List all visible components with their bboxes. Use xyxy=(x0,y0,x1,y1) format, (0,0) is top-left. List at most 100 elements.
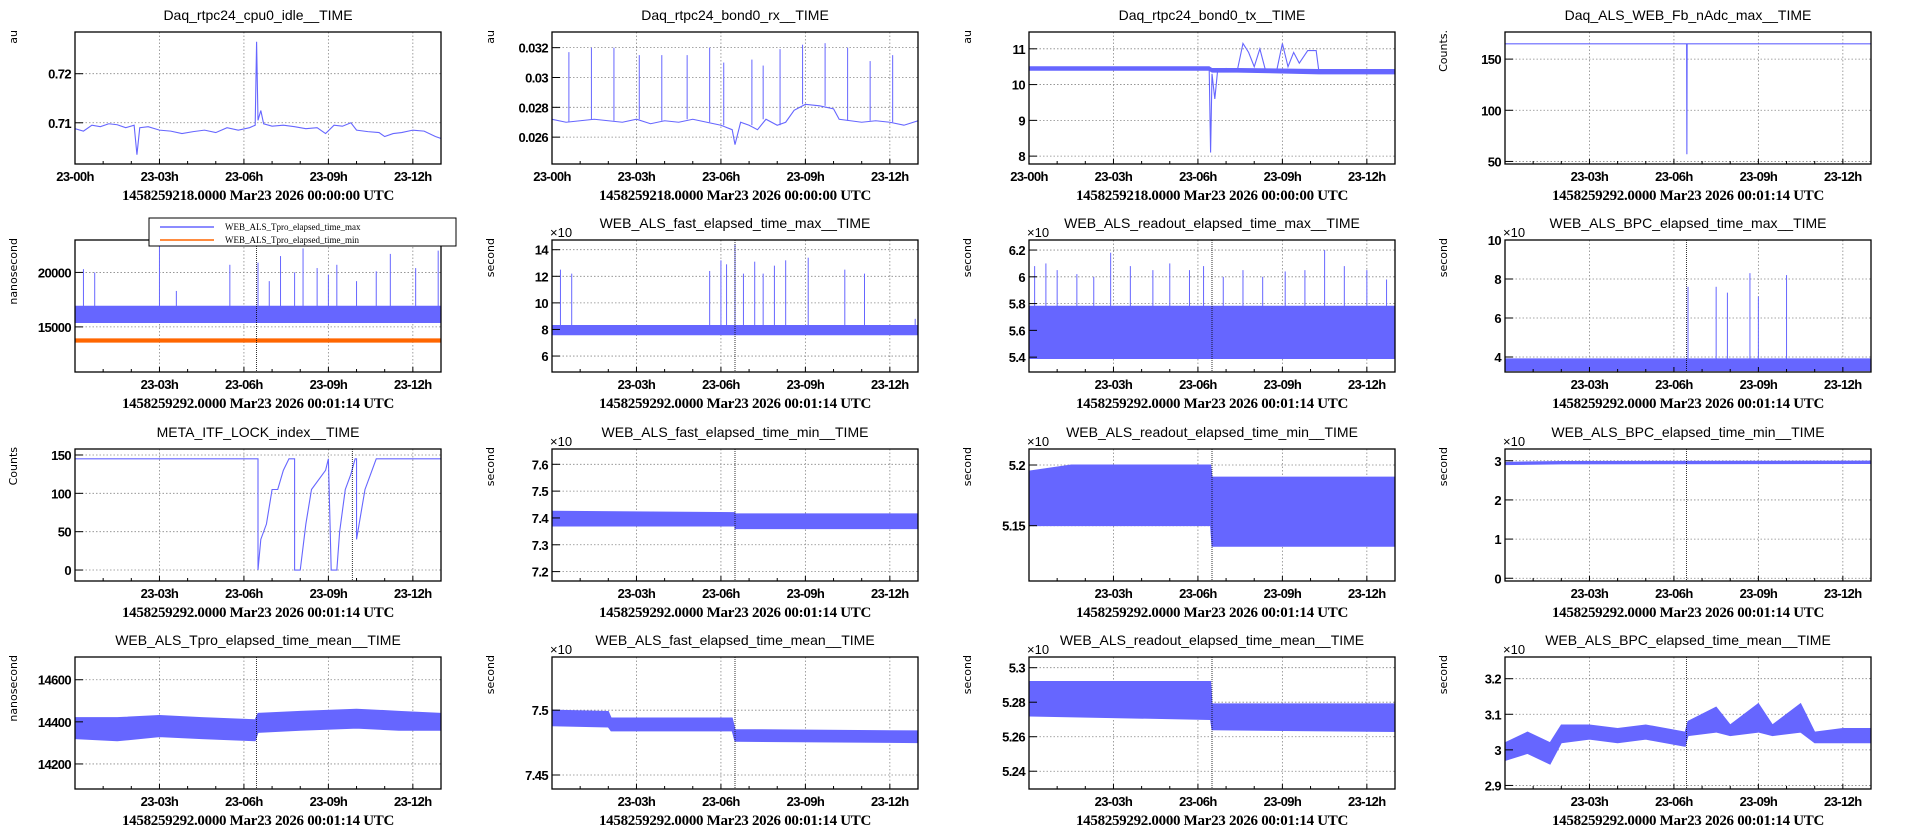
x-tick-label: 23-09h xyxy=(1263,794,1301,809)
chart-svg: 23-03h 23-06h 23-09h 23-12h 2.9 3 3.1 3.2 WEB_AL… xyxy=(1437,632,1872,829)
plot-area xyxy=(1028,42,1395,153)
time-offset-label: 1458259292.0000 Mar23 2026 00:01:14 UTC xyxy=(1075,396,1347,412)
x-tick-label: 23-03h xyxy=(617,794,655,809)
y-axis-label: au xyxy=(484,30,497,44)
y-tick-label: 150 xyxy=(51,447,71,462)
series-band xyxy=(1505,702,1872,765)
plot-area xyxy=(75,457,441,571)
y-tick-label: 50 xyxy=(58,524,72,539)
y-axis-label: au xyxy=(7,30,20,44)
x-tick-label: 23-12h xyxy=(1824,586,1862,601)
chart-svg: 23-03h 23-06h 23-09h 23-12h 0 50 100 150 META_IT… xyxy=(7,424,442,621)
x-tick-label: 23-03h xyxy=(1094,377,1132,392)
time-offset-label: 1458259292.0000 Mar23 2026 00:01:14 UTC xyxy=(599,605,871,621)
y-tick-label: 0.032 xyxy=(518,41,548,56)
plot-area xyxy=(1505,702,1872,765)
y-axis-label: second xyxy=(1437,447,1450,486)
x-tick-label: 23-03h xyxy=(141,586,179,601)
plot-panel: 23-00h 23-03h 23-06h 23-09h 23-12h 8 9 10 11 Daq_… xyxy=(954,0,1431,208)
chart-title: Daq_ALS_WEB_Fb_nAdc_max__TIME xyxy=(1565,7,1812,23)
x-tick-label: 23-09h xyxy=(786,794,824,809)
x-tick-label: 23-03h xyxy=(1571,794,1609,809)
y-tick-label: 7.45 xyxy=(525,768,548,783)
plot-frame xyxy=(74,447,442,582)
x-tick-label: 23-03h xyxy=(1094,794,1132,809)
y-tick-label: 5.2 xyxy=(1008,458,1025,473)
x-tick-label: 23-00h xyxy=(56,169,94,184)
x-tick-label: 23-06h xyxy=(225,586,263,601)
x-tick-label: 23-06h xyxy=(1179,586,1217,601)
plot-frame xyxy=(1027,31,1396,165)
time-offset-label: 1458259292.0000 Mar23 2026 00:01:14 UTC xyxy=(1552,188,1824,204)
x-tick-label: 23-12h xyxy=(871,169,909,184)
time-offset-label: 1458259292.0000 Mar23 2026 00:01:14 UTC xyxy=(599,813,871,829)
y-tick-label: 8 xyxy=(1495,272,1502,287)
plot-panel: 23-03h 23-06h 23-09h 23-12h 2.9 3 3.1 3.2 WEB_AL… xyxy=(1430,625,1907,833)
y-axis-label: second xyxy=(961,655,974,694)
plot-panel: 23-03h 23-06h 23-09h 23-12h 50 100 150 Daq_ALS_… xyxy=(1430,0,1907,208)
plot-panel: 23-03h 23-06h 23-09h 23-12h 5.15 5.2 WEB_ALS_r… xyxy=(954,417,1431,625)
x-tick-label: 23-12h xyxy=(1348,377,1386,392)
x-tick-label: 23-03h xyxy=(1571,169,1609,184)
axis-exponent: ×10 xyxy=(1503,225,1525,240)
x-tick-label: 23-09h xyxy=(786,377,824,392)
series-line xyxy=(551,103,918,145)
x-tick-label: 23-06h xyxy=(1655,377,1693,392)
y-axis-label: second xyxy=(484,655,497,694)
x-tick-label: 23-09h xyxy=(1740,169,1778,184)
chart-svg: 23-00h 23-03h 23-06h 23-09h 23-12h 0.026 0.028… xyxy=(484,7,919,204)
y-tick-label: 7.5 xyxy=(531,484,548,499)
x-tick-label: 23-03h xyxy=(141,794,179,809)
plot-area xyxy=(551,43,918,145)
plot-frame xyxy=(1504,447,1872,582)
y-tick-label: 7.6 xyxy=(531,457,548,472)
y-axis-label: au xyxy=(961,30,974,44)
y-tick-label: 3 xyxy=(1495,743,1502,758)
x-tick-label: 23-03h xyxy=(617,377,655,392)
y-tick-label: 4 xyxy=(1495,350,1503,365)
time-offset-label: 1458259218.0000 Mar23 2026 00:00:00 UTC xyxy=(1075,188,1347,204)
plot-frame xyxy=(551,31,919,165)
chart-svg: 23-03h 23-06h 23-09h 23-12h 14200 14400 14600 W… xyxy=(7,632,442,829)
x-tick-label: 23-06h xyxy=(1179,794,1217,809)
y-tick-label: 10 xyxy=(534,296,548,311)
y-tick-label: 3 xyxy=(1495,453,1502,468)
y-tick-label: 12 xyxy=(534,270,548,285)
x-tick-label: 23-03h xyxy=(617,586,655,601)
plot-area xyxy=(75,41,441,155)
x-tick-label: 23-06h xyxy=(702,377,740,392)
x-tick-label: 23-03h xyxy=(617,169,655,184)
series-line xyxy=(75,41,441,155)
y-tick-label: 7.5 xyxy=(531,703,548,718)
time-offset-label: 1458259292.0000 Mar23 2026 00:01:14 UTC xyxy=(1552,813,1824,829)
chart-svg: 23-00h 23-03h 23-06h 23-09h 23-12h 8 9 10 11 Daq_… xyxy=(961,7,1396,204)
axis-exponent: ×10 xyxy=(1027,434,1049,449)
series-band xyxy=(1028,66,1395,75)
plot-panel: 23-00h 23-03h 23-06h 23-09h 23-12h 0.026 0.028… xyxy=(477,0,954,208)
time-offset-label: 1458259292.0000 Mar23 2026 00:01:14 UTC xyxy=(599,396,871,412)
x-tick-label: 23-09h xyxy=(310,377,348,392)
plot-panel: 23-03h 23-06h 23-09h 23-12h 5.24 5.26 5.28 5.3 W… xyxy=(954,625,1431,833)
x-tick-label: 23-06h xyxy=(225,377,263,392)
legend-entry: WEB_ALS_Tpro_elapsed_time_min xyxy=(225,235,359,245)
x-tick-label: 23-06h xyxy=(1179,169,1217,184)
y-tick-label: 7.4 xyxy=(531,510,549,525)
y-tick-label: 5.3 xyxy=(1008,660,1025,675)
chart-title: META_ITF_LOCK_index__TIME xyxy=(157,424,360,440)
x-tick-label: 23-06h xyxy=(225,794,263,809)
y-tick-label: 50 xyxy=(1488,154,1502,169)
x-tick-label: 23-00h xyxy=(533,169,571,184)
plot-panel: 23-00h 23-03h 23-06h 23-09h 23-12h 0.71 0.72 Da… xyxy=(0,0,477,208)
x-tick-label: 23-09h xyxy=(1263,169,1301,184)
time-offset-label: 1458259218.0000 Mar23 2026 00:00:00 UTC xyxy=(599,188,871,204)
time-offset-label: 1458259292.0000 Mar23 2026 00:01:14 UTC xyxy=(1552,396,1824,412)
y-tick-label: 15000 xyxy=(38,320,72,335)
y-axis-label: Counts xyxy=(7,446,20,485)
x-tick-label: 23-09h xyxy=(1740,586,1778,601)
x-tick-label: 23-03h xyxy=(1094,586,1132,601)
x-tick-label: 23-03h xyxy=(1571,586,1609,601)
axis-exponent: ×10 xyxy=(1027,225,1049,240)
y-tick-label: 10 xyxy=(1011,78,1025,93)
plot-area xyxy=(75,708,441,742)
